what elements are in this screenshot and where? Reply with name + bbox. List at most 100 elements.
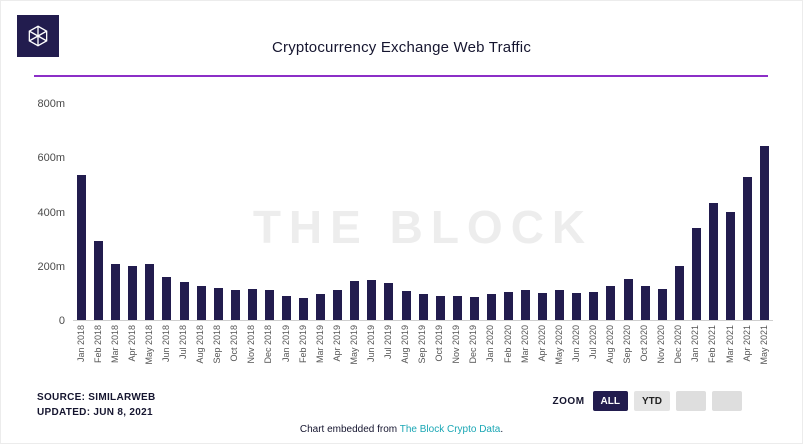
- x-label-column: Jun 2019: [363, 325, 380, 365]
- bar-feb-2019[interactable]: [299, 297, 309, 320]
- bar-mar-2018[interactable]: [111, 264, 121, 320]
- bar-apr-2020[interactable]: [538, 292, 548, 320]
- bar-jan-2019[interactable]: [281, 295, 291, 320]
- bar-column: [756, 104, 773, 320]
- bar-column: [124, 104, 141, 320]
- x-axis-label: Nov 2019: [451, 325, 462, 364]
- bar-column: [739, 104, 756, 320]
- bar-nov-2018[interactable]: [247, 288, 257, 320]
- bar-column: [107, 104, 124, 320]
- chart-plot: THE BLOCK: [73, 104, 773, 321]
- embed-link[interactable]: The Block Crypto Data: [399, 424, 501, 435]
- bar-oct-2018[interactable]: [230, 289, 240, 320]
- bar-feb-2018[interactable]: [94, 240, 104, 320]
- x-axis-label: Feb 2019: [297, 325, 308, 364]
- bar-nov-2020[interactable]: [657, 288, 667, 320]
- x-label-column: Jan 2018: [73, 325, 90, 365]
- chart-title: Cryptocurrency Exchange Web Traffic: [271, 39, 532, 56]
- x-axis-label: Jul 2018: [178, 325, 189, 360]
- x-label-column: Dec 2018: [261, 325, 278, 365]
- x-axis-label: Apr 2021: [741, 325, 752, 362]
- bar-aug-2018[interactable]: [196, 286, 206, 320]
- bar-jun-2019[interactable]: [367, 279, 377, 320]
- bars-row: [73, 104, 773, 320]
- x-axis-label: Jun 2020: [570, 325, 581, 363]
- bar-may-2021[interactable]: [760, 146, 770, 320]
- x-label-column: Jun 2020: [568, 325, 585, 365]
- x-label-column: Oct 2019: [432, 325, 449, 365]
- bar-jul-2018[interactable]: [179, 282, 189, 320]
- x-label-column: Dec 2019: [466, 325, 483, 365]
- x-axis-label: Feb 2018: [92, 325, 103, 364]
- bar-mar-2021[interactable]: [726, 211, 735, 320]
- bar-dec-2020[interactable]: [674, 265, 684, 320]
- bar-column: [329, 104, 346, 320]
- bar-column: [671, 104, 688, 320]
- bar-jul-2020[interactable]: [589, 291, 599, 320]
- bar-column: [141, 104, 158, 320]
- bar-nov-2019[interactable]: [452, 295, 462, 320]
- x-label-column: Jul 2018: [175, 325, 192, 365]
- embed-suffix: .: [500, 424, 504, 435]
- bar-column: [261, 104, 278, 320]
- y-axis: 800m 600m 400m 200m 0: [27, 98, 65, 327]
- bar-oct-2019[interactable]: [435, 295, 445, 320]
- bar-mar-2019[interactable]: [316, 293, 326, 320]
- bar-column: [551, 104, 568, 320]
- x-label-column: Jan 2021: [688, 325, 705, 365]
- x-label-column: May 2019: [346, 325, 363, 365]
- x-axis-label: Dec 2019: [468, 325, 479, 364]
- bar-may-2019[interactable]: [350, 280, 360, 320]
- bar-jan-2018[interactable]: [77, 175, 87, 320]
- zoom-button-blank-3[interactable]: [712, 391, 742, 411]
- zoom-button-blank-2[interactable]: [676, 391, 706, 411]
- bar-dec-2019[interactable]: [469, 296, 479, 320]
- zoom-button-ytd[interactable]: YTD: [634, 391, 670, 411]
- bar-column: [483, 104, 500, 320]
- bar-column: [227, 104, 244, 320]
- x-axis-label: Nov 2020: [656, 325, 667, 364]
- bar-feb-2020[interactable]: [503, 291, 513, 320]
- x-axis-label: Aug 2018: [195, 325, 206, 364]
- bar-apr-2018[interactable]: [128, 266, 138, 320]
- bar-feb-2021[interactable]: [708, 203, 718, 320]
- bar-aug-2020[interactable]: [606, 285, 616, 320]
- x-axis-label: Sep 2020: [622, 325, 633, 364]
- bar-apr-2019[interactable]: [333, 289, 343, 320]
- bar-jul-2019[interactable]: [384, 282, 394, 320]
- x-label-column: Nov 2019: [449, 325, 466, 365]
- bar-sep-2019[interactable]: [418, 293, 428, 320]
- bar-dec-2018[interactable]: [264, 289, 274, 320]
- x-axis-label: Jul 2019: [383, 325, 393, 360]
- bar-column: [466, 104, 483, 320]
- bar-may-2018[interactable]: [145, 264, 155, 320]
- x-label-column: Sep 2018: [210, 325, 227, 365]
- bar-column: [637, 104, 654, 320]
- bar-mar-2020[interactable]: [521, 289, 531, 320]
- y-axis-label: 200m: [37, 260, 65, 273]
- bar-jun-2018[interactable]: [162, 277, 172, 320]
- bar-jan-2021[interactable]: [691, 227, 701, 320]
- x-axis-label: Jul 2020: [587, 325, 598, 360]
- bar-may-2020[interactable]: [555, 289, 565, 320]
- x-axis-label: Jan 2019: [280, 325, 291, 363]
- y-axis-label: 0: [58, 315, 65, 327]
- bar-aug-2019[interactable]: [401, 290, 411, 320]
- y-axis-label: 600m: [37, 152, 65, 165]
- block-cube-icon: [28, 25, 48, 47]
- bar-sep-2018[interactable]: [213, 287, 223, 320]
- bar-oct-2020[interactable]: [640, 285, 650, 320]
- bar-column: [295, 104, 312, 320]
- bar-sep-2020[interactable]: [623, 278, 633, 320]
- the-block-logo[interactable]: [17, 15, 59, 57]
- bar-jun-2020[interactable]: [572, 292, 582, 320]
- x-label-column: Aug 2018: [193, 325, 210, 365]
- x-axis-label: Mar 2020: [519, 325, 530, 364]
- zoom-buttons: ALL YTD: [592, 391, 742, 411]
- bar-apr-2021[interactable]: [743, 177, 753, 320]
- x-label-column: Jan 2019: [278, 325, 295, 365]
- zoom-button-all[interactable]: ALL: [592, 391, 628, 411]
- x-axis-label: Jan 2018: [75, 325, 86, 363]
- bar-jan-2020[interactable]: [486, 293, 496, 320]
